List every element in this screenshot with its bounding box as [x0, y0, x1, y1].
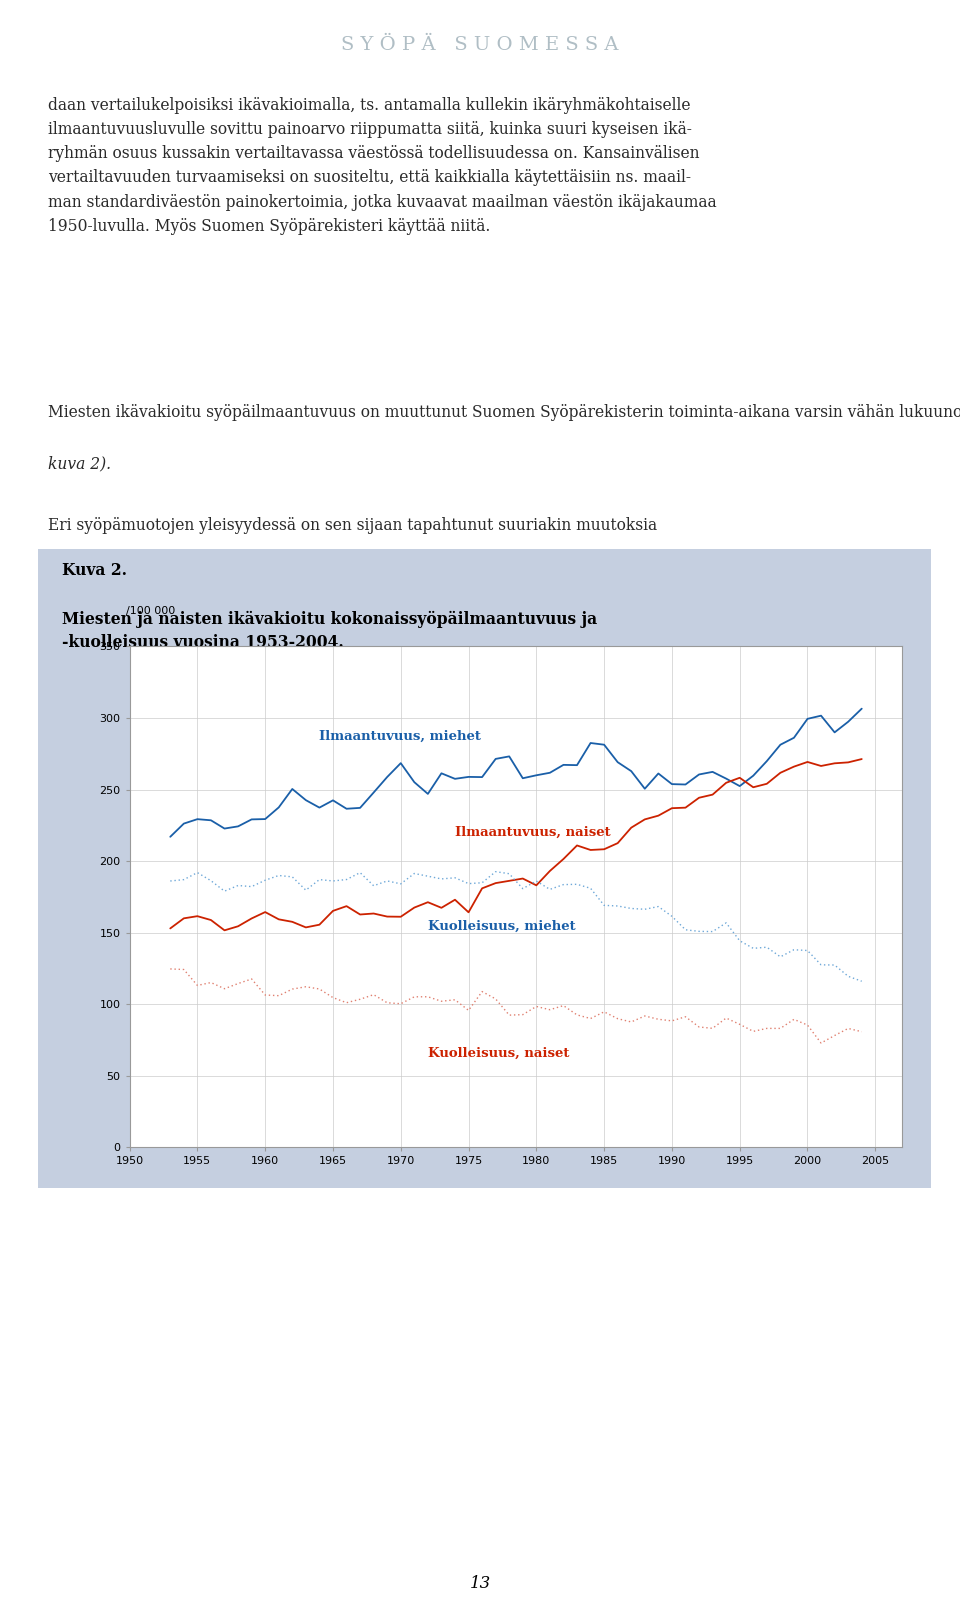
Text: Eri syöpämuotojen yleisyydessä on sen sijaan tapahtunut suuriakin muutoksia: Eri syöpämuotojen yleisyydessä on sen si… — [48, 517, 658, 535]
Text: /100 000: /100 000 — [126, 606, 175, 616]
Text: Kuolleisuus, naiset: Kuolleisuus, naiset — [428, 1047, 569, 1060]
Text: kuva 2).: kuva 2). — [48, 456, 111, 473]
FancyBboxPatch shape — [38, 549, 931, 1188]
Text: Kuva 2.: Kuva 2. — [62, 562, 128, 580]
Text: S Y Ö P Ä   S U O M E S S A: S Y Ö P Ä S U O M E S S A — [341, 36, 619, 53]
Text: Ilmaantuvuus, naiset: Ilmaantuvuus, naiset — [455, 826, 611, 839]
Text: daan vertailukelpoisiksi ikävakioimalla, ts. antamalla kullekin ikäryhmäkohtaise: daan vertailukelpoisiksi ikävakioimalla,… — [48, 97, 716, 234]
Text: Ilmaantuvuus, miehet: Ilmaantuvuus, miehet — [320, 729, 481, 742]
Text: Miesten ikävakioitu syöpäilmaantuvuus on muuttunut Suomen Syöpärekisterin toimin: Miesten ikävakioitu syöpäilmaantuvuus on… — [48, 404, 960, 422]
Text: 13: 13 — [469, 1574, 491, 1592]
Text: Kuolleisuus, miehet: Kuolleisuus, miehet — [428, 920, 575, 932]
Text: Miesten ja naisten ikävakioitu kokonaissyöpäilmaantuvuus ja
-kuolleisuus vuosina: Miesten ja naisten ikävakioitu kokonaiss… — [62, 611, 598, 651]
